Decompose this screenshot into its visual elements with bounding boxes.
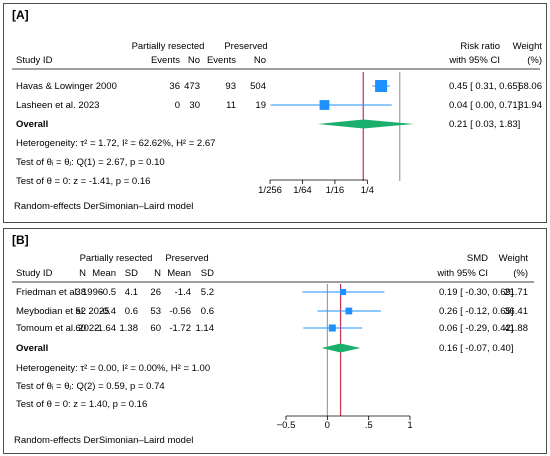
study-ci-value: 0.26 [ -0.12, 0.65] <box>439 306 513 317</box>
header-col-1: Mean <box>92 268 116 279</box>
header-group-partially-resected: Partially resected <box>132 41 205 52</box>
forest-plot-a-svg: [A] Study ID Partially resected Preserved Ev… <box>12 8 543 212</box>
study-stat-cell: 0.6 <box>125 306 138 317</box>
header-study-id: Study ID <box>16 268 53 279</box>
study-ci-value: 0.45 [ 0.31, 0.65] <box>449 81 520 92</box>
panel-label: [A] <box>12 8 29 22</box>
study-stat-cell: 60 <box>75 323 86 334</box>
study-no-resected: 473 <box>184 81 200 92</box>
header-effect-label: Risk ratio <box>460 41 500 52</box>
header-col-2: SD <box>125 268 138 279</box>
heterogeneity-stat: Test of θᵢ = θⱼ: Q(2) = 0.59, p = 0.74 <box>16 381 165 392</box>
study-stat-cell: -1.64 <box>94 323 116 334</box>
x-tick-label: .5 <box>365 420 373 431</box>
study-name: Lasheen et al. 2023 <box>16 100 99 111</box>
study-effect-marker <box>319 100 330 110</box>
header-ci-label: with 95% CI <box>448 55 500 66</box>
model-note: Random-effects DerSimonian–Laird model <box>14 435 193 446</box>
heterogeneity-stat: Test of θ = 0: z = -1.41, p = 0.16 <box>16 176 150 187</box>
study-ci-value: 0.19 [ -0.30, 0.69] <box>439 287 513 298</box>
overall-diamond <box>321 343 361 353</box>
header-col-4: Mean <box>167 268 191 279</box>
overall-label: Overall <box>16 343 48 354</box>
forest-plot-panel-b: [B] Study ID Partially resected Preserved N M… <box>3 228 547 454</box>
panel-label: [B] <box>12 233 29 247</box>
header-weight-unit: (%) <box>513 268 528 279</box>
study-stat-cell: 53 <box>150 306 161 317</box>
x-tick-label: 1/256 <box>258 185 282 196</box>
study-name: Friedman et al. 1996 <box>16 287 103 298</box>
model-note: Random-effects DerSimonian–Laird model <box>14 201 193 212</box>
study-stat-cell: 1.14 <box>196 323 215 334</box>
study-weight: 68.06 <box>518 81 542 92</box>
heterogeneity-stat: Heterogeneity: τ² = 1.72, I² = 62.62%, H… <box>16 138 215 149</box>
study-stat-cell: 52 <box>75 306 86 317</box>
study-effect-marker <box>375 80 388 92</box>
header-group-partially-resected: Partially resected <box>80 253 153 264</box>
x-tick-label: 1/4 <box>361 185 374 196</box>
header-events: Events <box>151 55 180 66</box>
study-stat-cell: -0.4 <box>100 306 116 317</box>
study-name: Havas & Lowinger 2000 <box>16 81 117 92</box>
study-ci-value: 0.06 [ -0.29, 0.42] <box>439 323 513 334</box>
study-weight: 31.94 <box>518 100 542 111</box>
header-group-preserved: Preserved <box>165 253 208 264</box>
header-events: Events <box>207 55 236 66</box>
study-stat-cell: -0.56 <box>169 306 191 317</box>
study-stat-cell: 1.38 <box>120 323 139 334</box>
header-col-5: SD <box>201 268 214 279</box>
study-name: Tomoum et al. 2022 <box>16 323 99 334</box>
study-name: Meybodian et al. 2025 <box>16 306 109 317</box>
header-study-id: Study ID <box>16 55 53 66</box>
study-weight: 21.71 <box>504 287 528 298</box>
study-weight: 36.41 <box>504 306 528 317</box>
study-events-resected: 36 <box>169 81 180 92</box>
x-tick-label: 1 <box>407 420 412 431</box>
x-tick-label: 1/64 <box>293 185 312 196</box>
header-ci-label: with 95% CI <box>436 268 488 279</box>
study-no-preserved: 19 <box>255 100 266 111</box>
study-no-resected: 30 <box>189 100 200 111</box>
study-effect-marker <box>345 307 353 315</box>
study-stat-cell: 0.6 <box>201 306 214 317</box>
study-ci-value: 0.04 [ 0.00, 0.71] <box>449 100 520 111</box>
header-group-preserved: Preserved <box>224 41 267 52</box>
heterogeneity-stat: Heterogeneity: τ² = 0.00, I² = 0.00%, H²… <box>16 363 210 374</box>
study-weight: 41.88 <box>504 323 528 334</box>
header-weight: Weight <box>499 253 529 264</box>
study-stat-cell: -1.72 <box>169 323 191 334</box>
x-tick-label: 0 <box>325 420 330 431</box>
study-stat-cell: 4.1 <box>125 287 138 298</box>
study-events-preserved: 11 <box>226 100 236 111</box>
header-col-0: N <box>79 268 86 279</box>
header-col-3: N <box>154 268 161 279</box>
heterogeneity-stat: Test of θ = 0: z = 1.40, p = 0.16 <box>16 399 147 410</box>
overall-ci-value: 0.21 [ 0.03, 1.83] <box>449 119 520 130</box>
study-effect-marker <box>328 324 336 332</box>
header-no: No <box>254 55 266 66</box>
study-stat-cell: -0.5 <box>100 287 116 298</box>
x-tick-label: 1/16 <box>326 185 345 196</box>
header-effect-label: SMD <box>467 253 488 264</box>
study-events-resected: 0 <box>175 100 180 111</box>
study-stat-cell: 5.2 <box>201 287 214 298</box>
overall-diamond <box>317 119 414 129</box>
x-tick-label: −0.5 <box>277 420 296 431</box>
heterogeneity-stat: Test of θᵢ = θⱼ: Q(1) = 2.67, p = 0.10 <box>16 157 165 168</box>
study-effect-marker <box>339 288 347 296</box>
study-stat-cell: 38 <box>75 287 86 298</box>
overall-label: Overall <box>16 119 48 130</box>
overall-ci-value: 0.16 [ -0.07, 0.40] <box>439 343 513 354</box>
header-weight: Weight <box>513 41 543 52</box>
study-stat-cell: 60 <box>150 323 161 334</box>
study-stat-cell: -1.4 <box>175 287 191 298</box>
header-weight-unit: (%) <box>527 55 542 66</box>
study-events-preserved: 93 <box>225 81 236 92</box>
forest-plot-panel-a: [A] Study ID Partially resected Preserved Ev… <box>3 3 547 223</box>
study-stat-cell: 26 <box>150 287 161 298</box>
study-no-preserved: 504 <box>250 81 266 92</box>
header-no: No <box>188 55 200 66</box>
